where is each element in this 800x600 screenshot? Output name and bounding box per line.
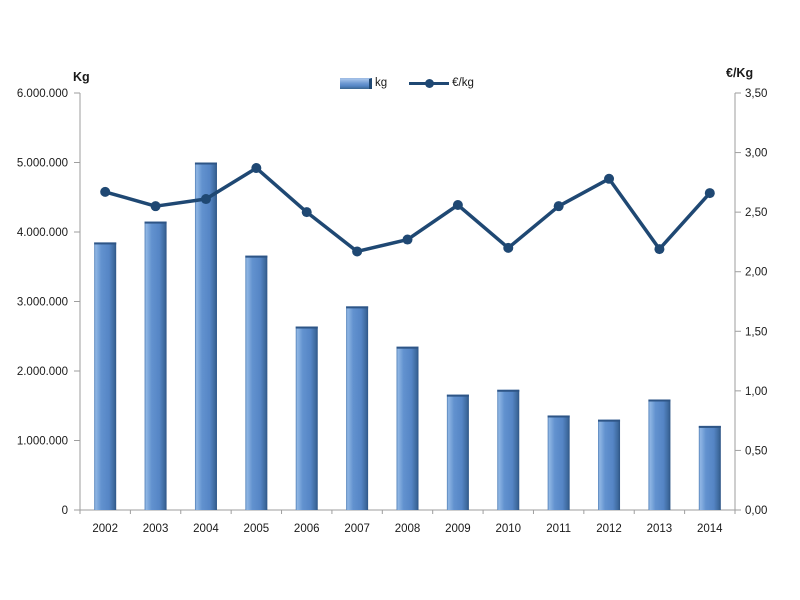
- point-2005: [251, 163, 262, 174]
- x-axis-label-2012: 2012: [596, 523, 622, 535]
- bar-2009: [446, 394, 469, 510]
- bar-top-edge-2014: [698, 425, 721, 428]
- point-2009: [452, 199, 463, 210]
- bar-2010: [497, 389, 520, 510]
- legend-item-kg: kg: [340, 77, 387, 89]
- x-axis-label-2013: 2013: [647, 523, 673, 535]
- x-axis-label-2014: 2014: [697, 523, 723, 535]
- bar-2012: [598, 419, 621, 510]
- point-2006: [301, 207, 312, 218]
- left-axis-title: Kg: [73, 70, 90, 84]
- right-axis-tick-label: 2,50: [745, 207, 767, 219]
- right-axis-tick-label: 2,00: [745, 267, 767, 279]
- x-axis-label-2008: 2008: [395, 523, 421, 535]
- bar-top-edge-2007: [346, 306, 369, 309]
- point-2010: [503, 242, 514, 253]
- bar-top-edge-2002: [94, 242, 117, 245]
- point-2002: [100, 186, 111, 197]
- bar-2006: [295, 326, 318, 510]
- x-axis-label-2009: 2009: [445, 523, 471, 535]
- bar-2004: [194, 162, 217, 510]
- bar-2011: [547, 415, 570, 510]
- left-axis-tick-label: 3.000.000: [17, 297, 68, 309]
- left-axis-tick-label: 5.000.000: [17, 158, 68, 170]
- point-2014: [704, 188, 715, 199]
- bar-2005: [245, 255, 268, 510]
- bar-top-edge-2010: [497, 389, 520, 392]
- x-axis-label-2010: 2010: [495, 523, 521, 535]
- bar-top-edge-2011: [547, 415, 570, 418]
- left-axis-tick-label: 6.000.000: [17, 88, 68, 100]
- left-axis-tick-label: 0: [62, 505, 68, 517]
- bar-2013: [648, 399, 671, 510]
- left-axis-tick-label: 1.000.000: [17, 436, 68, 448]
- right-axis-tick-label: 3,50: [745, 88, 767, 100]
- right-axis-tick-label: 3,00: [745, 148, 767, 160]
- right-axis-tick-label: 0,50: [745, 445, 767, 457]
- point-2011: [553, 201, 564, 212]
- point-2012: [604, 173, 615, 184]
- left-axis-tick-label: 2.000.000: [17, 366, 68, 378]
- point-2013: [654, 244, 665, 255]
- x-axis-label-2003: 2003: [143, 523, 169, 535]
- legend-label-eur-kg: €/kg: [452, 77, 474, 89]
- bar-top-edge-2013: [648, 399, 671, 402]
- x-axis-label-2011: 2011: [546, 523, 571, 535]
- legend-line-marker-icon: [424, 78, 434, 88]
- legend-label-kg: kg: [375, 77, 388, 89]
- point-2004: [200, 194, 211, 205]
- bar-2002: [94, 242, 117, 511]
- right-axis-tick-label: 1,50: [745, 326, 767, 338]
- right-axis-tick-label: 0,00: [745, 505, 767, 517]
- bar-top-edge-2008: [396, 346, 419, 349]
- bar-top-edge-2009: [446, 394, 469, 397]
- bar-2007: [346, 306, 369, 510]
- bar-2014: [698, 425, 721, 510]
- legend: kg €/kg: [340, 77, 474, 89]
- right-axis-title: €/Kg: [726, 66, 754, 80]
- x-axis-label-2004: 2004: [193, 523, 219, 535]
- bar-top-edge-2003: [144, 221, 167, 224]
- bar-top-edge-2004: [194, 162, 217, 165]
- right-axis-tick-label: 1,00: [745, 386, 767, 398]
- x-axis-label-2006: 2006: [294, 523, 320, 535]
- legend-item-eur-kg: €/kg: [409, 77, 474, 89]
- bar-top-edge-2006: [295, 326, 318, 329]
- left-axis-tick-label: 4.000.000: [17, 227, 68, 239]
- point-2003: [150, 201, 161, 212]
- point-2007: [352, 246, 363, 257]
- bar-top-edge-2005: [245, 255, 268, 258]
- bar-top-edge-2012: [598, 419, 621, 422]
- x-axis-label-2007: 2007: [344, 523, 370, 535]
- legend-bar-swatch-icon: [340, 77, 372, 89]
- x-axis-label-2005: 2005: [244, 523, 270, 535]
- point-2008: [402, 234, 413, 245]
- legend-line-swatch-icon: [409, 78, 450, 88]
- x-axis-label-2002: 2002: [92, 523, 118, 535]
- bar-2008: [396, 346, 419, 510]
- bar-2003: [144, 221, 167, 510]
